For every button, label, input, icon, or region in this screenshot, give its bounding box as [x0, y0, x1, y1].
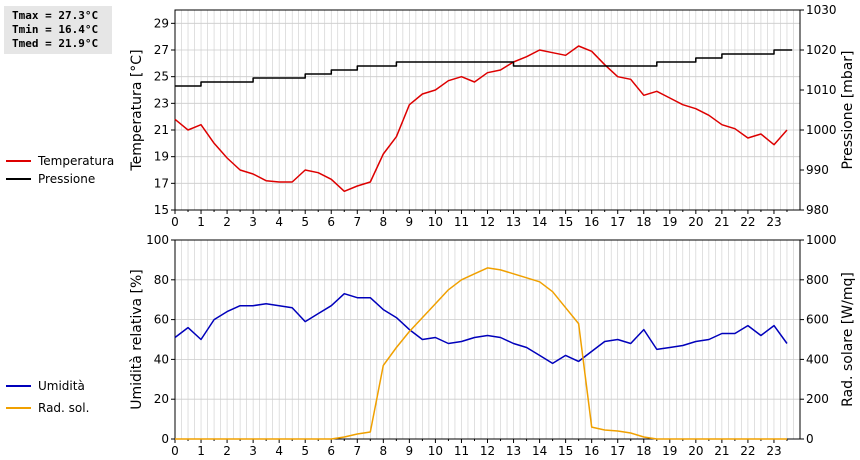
- x-tick-label: 17: [610, 444, 625, 458]
- series-line-umidit: [174, 292, 788, 365]
- x-tick-label: 14: [532, 215, 547, 229]
- y-tick-label: 20: [154, 392, 169, 406]
- x-tick-label: 16: [584, 444, 599, 458]
- x-tick-label: 22: [740, 444, 755, 458]
- x-tick-label: 13: [506, 215, 521, 229]
- y-tick-label: 15: [154, 203, 169, 217]
- y-tick-label: 60: [154, 313, 169, 327]
- y2-tick-label: 200: [806, 392, 829, 406]
- x-tick-label: 18: [636, 215, 651, 229]
- x-tick-label: 2: [223, 444, 231, 458]
- y2-axis-label: Pressione [mbar]: [840, 50, 856, 169]
- y2-tick-label: 400: [806, 352, 829, 366]
- x-tick-label: 3: [249, 215, 257, 229]
- x-tick-label: 9: [406, 444, 414, 458]
- stats-tmax: Tmax = 27.3°C: [12, 9, 99, 22]
- x-tick-label: 21: [714, 215, 729, 229]
- y2-tick-label: 980: [806, 203, 829, 217]
- y2-tick-label: 1020: [806, 43, 837, 57]
- legend-label: Temperatura: [37, 154, 114, 168]
- x-tick-label: 1: [197, 444, 205, 458]
- stats-tmed: Tmed = 21.9°C: [12, 37, 99, 50]
- y-tick-label: 19: [154, 150, 169, 164]
- y-tick-label: 0: [161, 432, 169, 446]
- x-tick-label: 9: [406, 215, 414, 229]
- y-axis-label: Temperatura [°C]: [129, 49, 145, 171]
- y2-tick-label: 0: [806, 432, 814, 446]
- y2-tick-label: 990: [806, 163, 829, 177]
- stats-box: Tmax = 27.3°C Tmin = 16.4°C Tmed = 21.9°…: [4, 6, 112, 54]
- x-tick-label: 6: [327, 444, 335, 458]
- chart-panel-1: 0 1 2 3 4 5 6 7 8 9 10 11 12 13 14 15 16 17 18 19 20 21 22 2315…: [6, 3, 856, 229]
- y2-tick-label: 1000: [806, 233, 837, 247]
- y2-tick-label: 1010: [806, 83, 837, 97]
- series-line-pressione: [175, 49, 793, 87]
- x-tick-label: 12: [480, 215, 495, 229]
- x-tick-label: 10: [428, 215, 443, 229]
- x-tick-label: 16: [584, 215, 599, 229]
- x-tick-label: 23: [766, 215, 781, 229]
- y2-tick-label: 800: [806, 273, 829, 287]
- y-tick-label: 100: [146, 233, 169, 247]
- x-tick-label: 18: [636, 444, 651, 458]
- y2-tick-label: 1000: [806, 123, 837, 137]
- x-tick-label: 23: [766, 444, 781, 458]
- x-tick-label: 6: [327, 215, 335, 229]
- x-tick-label: 20: [688, 444, 703, 458]
- x-tick-label: 2: [223, 215, 231, 229]
- x-tick-label: 0: [171, 215, 179, 229]
- y-tick-label: 25: [154, 70, 169, 84]
- x-tick-label: 14: [532, 444, 547, 458]
- x-tick-label: 20: [688, 215, 703, 229]
- x-tick-label: 19: [662, 444, 677, 458]
- y-tick-label: 27: [154, 43, 169, 57]
- x-tick-label: 5: [301, 215, 309, 229]
- x-tick-label: 15: [558, 215, 573, 229]
- x-tick-label: 15: [558, 444, 573, 458]
- x-tick-label: 5: [301, 444, 309, 458]
- y-tick-label: 17: [154, 176, 169, 190]
- x-tick-label: 12: [480, 444, 495, 458]
- y2-tick-label: 600: [806, 313, 829, 327]
- x-tick-label: 17: [610, 215, 625, 229]
- series-line-temperatura: [174, 45, 788, 193]
- y-tick-label: 21: [154, 123, 169, 137]
- x-tick-label: 19: [662, 215, 677, 229]
- x-tick-label: 11: [454, 444, 469, 458]
- x-tick-label: 21: [714, 444, 729, 458]
- x-tick-label: 13: [506, 444, 521, 458]
- x-tick-label: 22: [740, 215, 755, 229]
- x-tick-label: 0: [171, 444, 179, 458]
- y-tick-label: 23: [154, 96, 169, 110]
- y-axis-label: Umidità relativa [%]: [129, 269, 145, 410]
- x-tick-label: 8: [380, 444, 388, 458]
- y-tick-label: 80: [154, 273, 169, 287]
- legend-label: Pressione: [38, 172, 95, 186]
- x-tick-label: 4: [275, 215, 283, 229]
- stats-tmin: Tmin = 16.4°C: [12, 23, 99, 36]
- legend-label: Umidità: [38, 379, 85, 393]
- y-tick-label: 40: [154, 352, 169, 366]
- y-tick-label: 29: [154, 16, 169, 30]
- x-tick-label: 11: [454, 215, 469, 229]
- chart-panel-2: 0 1 2 3 4 5 6 7 8 9 10 11 12 13 14 15 16 17 18 19 20 21 22 2302…: [6, 233, 856, 458]
- x-tick-label: 7: [353, 444, 361, 458]
- legend-label: Rad. sol.: [38, 401, 89, 415]
- x-tick-label: 4: [275, 444, 283, 458]
- x-tick-label: 10: [428, 444, 443, 458]
- x-tick-label: 7: [353, 215, 361, 229]
- y2-axis-label: Rad. solare [W/mq]: [840, 272, 856, 407]
- x-tick-label: 1: [197, 215, 205, 229]
- x-tick-label: 3: [249, 444, 257, 458]
- series-line-rad-sol: [175, 267, 787, 440]
- y2-tick-label: 1030: [806, 3, 837, 17]
- x-tick-label: 8: [380, 215, 388, 229]
